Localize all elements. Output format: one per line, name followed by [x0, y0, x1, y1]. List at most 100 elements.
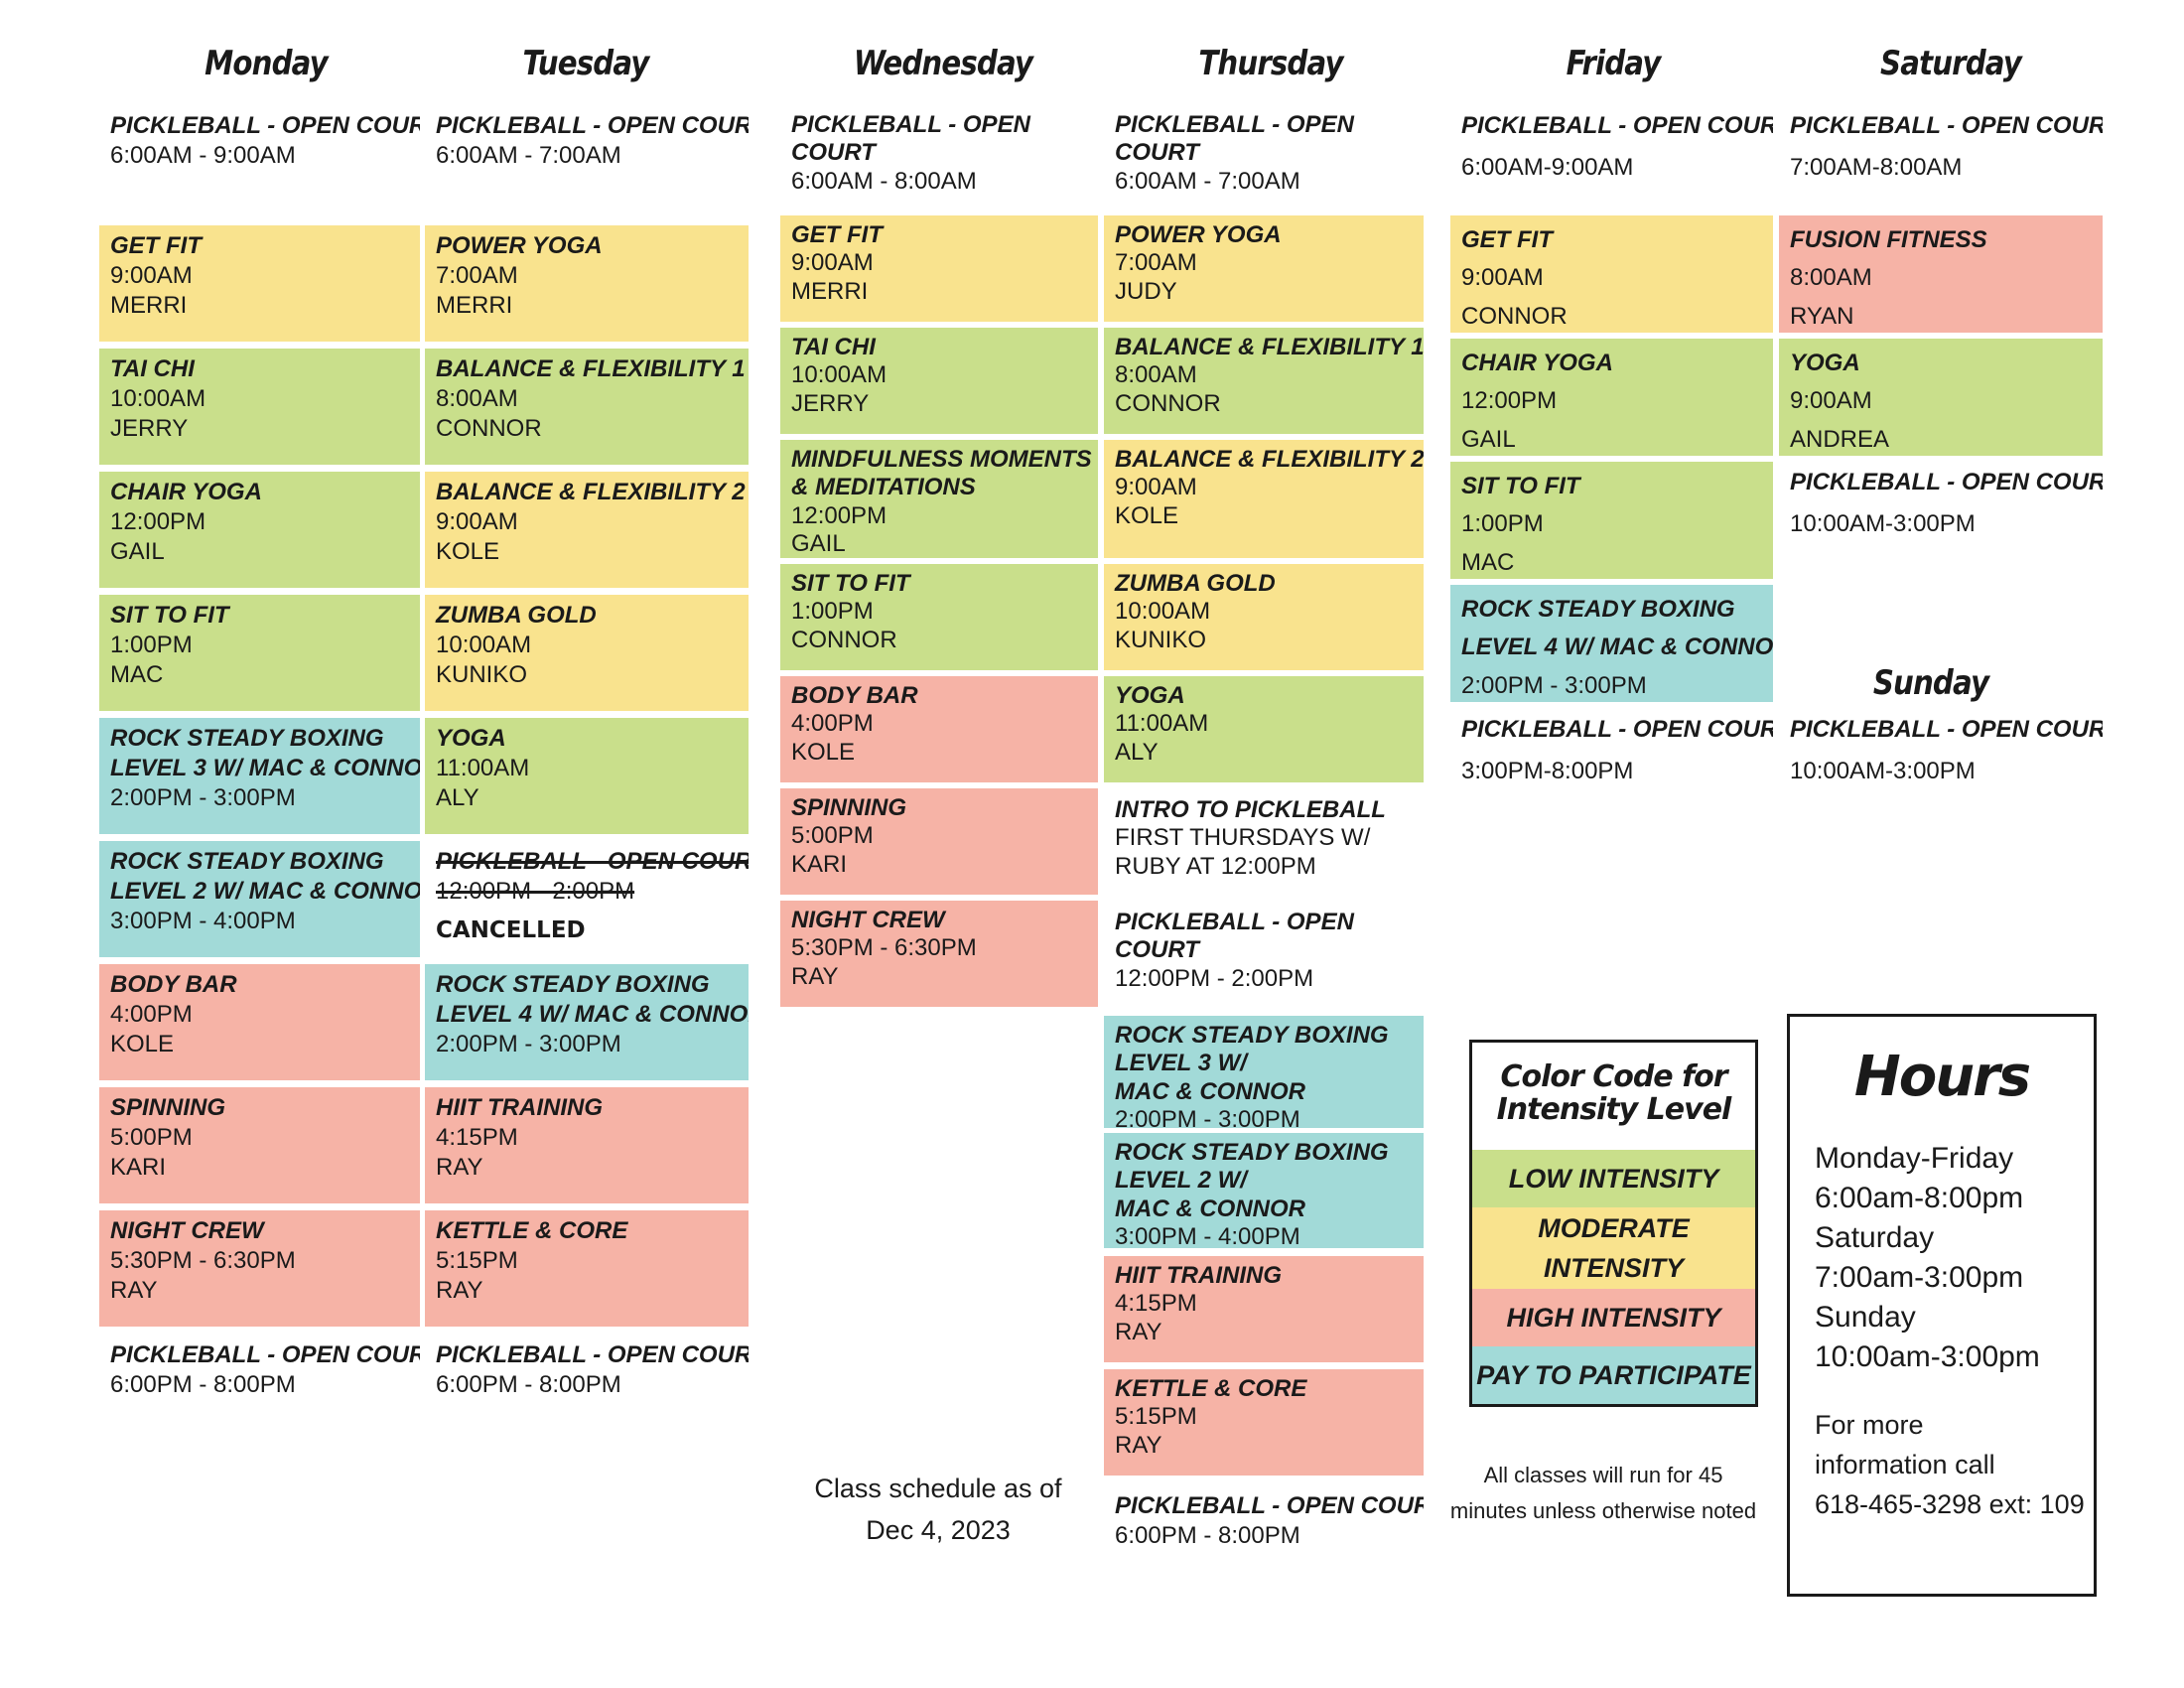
class-time: 10:00AM-3:00PM	[1790, 757, 1976, 784]
class-time: 3:00PM-8:00PM	[1461, 757, 1634, 784]
class-time: 2:00PM - 3:00PM	[1115, 1105, 1300, 1128]
wednesday-column: PICKLEBALL - OPEN COURT 6:00AM - 8:00AM …	[780, 0, 1098, 1688]
class-block: SPINNING 5:00PM KARI	[780, 788, 1098, 895]
class-title: PICKLEBALL - OPEN COURT	[1790, 716, 2103, 743]
class-instructor: ALY	[436, 783, 479, 811]
class-block: SIT TO FIT 1:00PM MAC	[99, 595, 420, 711]
hours-line: 6:00am-8:00pm	[1815, 1182, 2024, 1214]
class-time: 6:00AM - 9:00AM	[110, 141, 296, 169]
class-title: NIGHT CREW	[791, 907, 945, 933]
class-instructor: KUNIKO	[1115, 626, 1207, 653]
class-time: 3:00PM - 4:00PM	[1115, 1222, 1300, 1248]
class-title: GET FIT	[791, 221, 883, 248]
schedule-date-note: Class schedule as of Dec 4, 2023	[784, 1468, 1092, 1551]
class-title: NIGHT CREW	[110, 1217, 264, 1244]
class-instructor: ALY	[1115, 738, 1159, 766]
class-title: PICKLEBALL - OPEN COURT	[110, 112, 420, 139]
class-instructor: GAIL	[1461, 425, 1516, 453]
class-time: 11:00AM	[436, 754, 530, 781]
class-time: 5:00PM	[791, 822, 874, 850]
class-block: PICKLEBALL - OPEN COURT 10:00AM-3:00PM	[1779, 462, 2103, 551]
class-level: LEVEL 2 W/	[1115, 1167, 1247, 1195]
class-block: ROCK STEADY BOXING LEVEL 4 W/ MAC & CONN…	[425, 964, 749, 1080]
class-instructor: KOLE	[110, 1030, 175, 1057]
class-time: 5:15PM	[436, 1246, 518, 1274]
class-title: SIT TO FIT	[791, 570, 910, 597]
class-block: BALANCE & FLEXIBILITY 1 8:00AM CONNOR	[425, 349, 749, 465]
class-time: 9:00AM	[436, 507, 518, 535]
class-time: 10:00AM	[436, 631, 532, 658]
class-block: PICKLEBALL - OPEN COURT 6:00PM - 8:00PM	[99, 1335, 420, 1414]
class-title: SPINNING	[110, 1094, 226, 1121]
class-instructor: JUDY	[1115, 277, 1177, 305]
class-time: 1:00PM	[110, 631, 193, 658]
class-instructor: JERRY	[110, 414, 189, 442]
class-block: MINDFULNESS MOMENTS & MEDITATIONS 12:00P…	[780, 440, 1098, 558]
class-block: TAI CHI 10:00AM JERRY	[99, 349, 420, 465]
class-title: HIIT TRAINING	[1115, 1262, 1282, 1289]
class-block: HIIT TRAINING 4:15PM RAY	[425, 1087, 749, 1203]
day-header-wednesday: Wednesday	[853, 44, 1033, 83]
class-time: 8:00AM	[436, 384, 518, 412]
class-block: YOGA 9:00AM ANDREA	[1779, 339, 2103, 456]
class-time: 12:00PM	[1461, 387, 1558, 415]
class-title: SIT TO FIT	[110, 602, 229, 629]
class-title-cont: & MEDITATIONS	[791, 474, 976, 501]
class-time: 4:15PM	[436, 1123, 518, 1151]
class-block: BALANCE & FLEXIBILITY 1 8:00AM CONNOR	[1104, 328, 1424, 434]
class-instructor: RAY	[791, 962, 839, 990]
class-instructor: RYAN	[1790, 302, 1854, 330]
info-text: For more information call 618-465-3298 e…	[1815, 1405, 2094, 1524]
legend-title-line: Color Code for	[1500, 1059, 1727, 1094]
class-instructor: GAIL	[110, 537, 165, 565]
legend-pay-label: PAY TO PARTICIPATE	[1476, 1359, 1751, 1390]
class-block: PICKLEBALL - OPEN COURT 6:00AM-9:00AM	[1450, 105, 1773, 195]
class-level: LEVEL 2 W/ MAC & CONNOR	[110, 877, 420, 905]
class-instructor: MERRI	[791, 277, 869, 305]
class-time: 5:00PM	[110, 1123, 193, 1151]
class-title: POWER YOGA	[436, 232, 603, 259]
class-time: 10:00AM	[1115, 598, 1211, 626]
class-instructor: RAY	[1115, 1431, 1162, 1459]
note-line: Class schedule as of	[814, 1474, 1062, 1503]
class-coaches: MAC & CONNOR	[1115, 1077, 1305, 1105]
class-title: PICKLEBALL - OPEN COURT	[1790, 112, 2103, 139]
class-block: GET FIT 9:00AM MERRI	[780, 215, 1098, 322]
class-block: BALANCE & FLEXIBILITY 2 9:00AM KOLE	[1104, 440, 1424, 558]
class-title: ROCK STEADY BOXING	[110, 848, 384, 875]
hours-line: Sunday	[1815, 1301, 1916, 1334]
class-title-cont: COURT	[791, 139, 876, 167]
legend-moderate-label: MODERATE	[1538, 1212, 1690, 1243]
class-block: GET FIT 9:00AM CONNOR	[1450, 215, 1773, 333]
class-instructor: RAY	[436, 1276, 483, 1304]
class-instructor: ANDREA	[1790, 425, 1890, 453]
legend-pay: PAY TO PARTICIPATE	[1472, 1346, 1755, 1404]
class-time: 4:00PM	[791, 710, 874, 738]
class-time: 6:00PM - 8:00PM	[436, 1370, 621, 1398]
phone-number: 618-465-3298 ext: 109	[1815, 1489, 2085, 1519]
class-instructor: RAY	[1115, 1318, 1162, 1345]
class-block: PICKLEBALL - OPEN COURT 12:00PM - 2:00PM	[1104, 903, 1424, 997]
class-time: 9:00AM	[1461, 264, 1544, 292]
class-level: LEVEL 4 W/ MAC & CONNOR	[1461, 633, 1773, 661]
day-header-thursday: Thursday	[1198, 44, 1343, 83]
class-title: PICKLEBALL - OPEN COURT	[1461, 112, 1773, 139]
class-instructor: KARI	[110, 1153, 167, 1181]
class-title: BALANCE & FLEXIBILITY 2	[1115, 446, 1424, 473]
class-block: CHAIR YOGA 12:00PM GAIL	[1450, 339, 1773, 456]
class-block: ROCK STEADY BOXING LEVEL 2 W/ MAC & CONN…	[1104, 1133, 1424, 1248]
class-title: PICKLEBALL - OPEN COURT	[1790, 469, 2103, 495]
class-instructor: MAC	[1461, 548, 1515, 576]
legend-title-line: Intensity Level	[1496, 1092, 1732, 1127]
class-time: 2:00PM - 3:00PM	[1461, 671, 1647, 699]
intensity-legend: Color Code for Intensity Level LOW INTEN…	[1469, 1040, 1758, 1407]
legend-title: Color Code for Intensity Level	[1472, 1043, 1755, 1150]
class-instructor: GAIL	[791, 529, 846, 557]
class-time: 12:00PM - 2:00PM	[1115, 964, 1314, 992]
class-time: 9:00AM	[791, 249, 874, 277]
class-time: 8:00AM	[1790, 264, 1872, 292]
class-block: NIGHT CREW 5:30PM - 6:30PM RAY	[99, 1210, 420, 1327]
class-instructor: MERRI	[436, 291, 513, 319]
class-title: ZUMBA GOLD	[436, 602, 597, 629]
tuesday-column: PICKLEBALL - OPEN COURT 6:00AM - 7:00AM …	[425, 0, 749, 1688]
